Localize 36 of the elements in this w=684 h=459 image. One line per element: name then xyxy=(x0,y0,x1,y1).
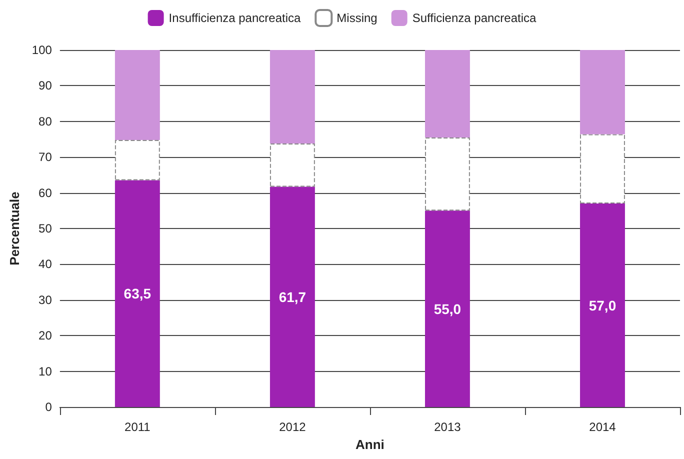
data-label: 55,0 xyxy=(434,300,462,317)
y-tick-label: 80 xyxy=(38,114,52,128)
x-tick-label: 2014 xyxy=(589,420,616,434)
bar xyxy=(424,50,470,138)
legend-label: Sufficienza pancreatica xyxy=(412,11,537,25)
y-tick-label: 10 xyxy=(38,364,52,378)
data-label: 61,7 xyxy=(278,288,306,305)
data-label: 57,0 xyxy=(588,297,616,314)
bar xyxy=(270,144,315,187)
data-label: 63,5 xyxy=(124,286,152,302)
bar xyxy=(270,186,315,407)
bar xyxy=(114,140,160,180)
bar xyxy=(580,134,625,204)
x-tick-label: 2011 xyxy=(124,420,151,434)
bar xyxy=(580,204,625,407)
y-tick-label: 90 xyxy=(38,78,52,93)
y-tick-label: 50 xyxy=(38,222,52,236)
y-tick-label: 60 xyxy=(38,186,52,200)
legend-label: Insufficienza pancreatica xyxy=(168,11,301,25)
x-tick-label: 2013 xyxy=(434,420,462,434)
bar xyxy=(424,137,470,211)
bar xyxy=(424,210,470,407)
y-axis-title: Percentuale xyxy=(7,192,22,266)
y-tick-label: 100 xyxy=(32,43,52,57)
bar xyxy=(114,180,160,407)
x-axis-title: Anni xyxy=(356,436,384,452)
y-tick-label: 40 xyxy=(38,257,52,272)
y-tick-label: 70 xyxy=(38,150,52,164)
bar xyxy=(270,50,315,144)
x-tick-label: 2012 xyxy=(279,420,306,434)
bar xyxy=(580,50,625,134)
y-tick-label: 20 xyxy=(38,328,52,343)
bar xyxy=(114,50,160,140)
legend-label: Missing xyxy=(336,11,378,25)
y-tick-label: 0 xyxy=(45,400,52,414)
y-tick-label: 30 xyxy=(38,292,52,307)
